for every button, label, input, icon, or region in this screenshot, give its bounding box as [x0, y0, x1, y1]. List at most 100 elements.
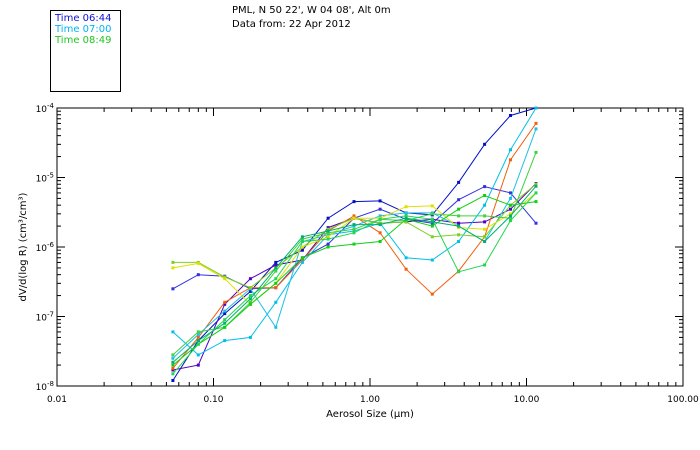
- series-10-point-9: [404, 214, 408, 218]
- series-9-point-2: [223, 325, 227, 329]
- series-5-point-1: [196, 333, 200, 336]
- series-11-point-13: [509, 214, 512, 218]
- x-tick-label: 0.01: [47, 395, 67, 405]
- series-0-point-8: [378, 199, 382, 203]
- series-4-point-0: [171, 330, 175, 334]
- series-11-point-4: [274, 266, 278, 270]
- series-6-point-10: [430, 235, 434, 239]
- series-6-point-6: [326, 227, 330, 231]
- data-date: Data from: 22 Apr 2012: [232, 19, 351, 30]
- series-4-point-11: [457, 240, 461, 243]
- series-7-point-10: [430, 204, 434, 208]
- series-11-point-10: [430, 220, 434, 224]
- series-line-2: [172, 183, 537, 371]
- series-8-point-1: [196, 330, 200, 334]
- plot-frame: [56, 107, 684, 387]
- series-2-point-3: [248, 277, 252, 281]
- series-4-point-12: [483, 203, 487, 207]
- series-10-point-4: [274, 277, 278, 281]
- series-8-point-14: [534, 150, 538, 154]
- series-8-point-5: [300, 237, 304, 241]
- series-0-point-2: [223, 312, 227, 316]
- series-11-point-9: [404, 216, 408, 220]
- series-6-point-11: [457, 233, 461, 237]
- series-2-point-2: [223, 302, 227, 306]
- series-8-point-6: [326, 231, 330, 235]
- series-line-3: [172, 123, 537, 369]
- series-1-point-13: [509, 191, 512, 195]
- series-2-point-0: [171, 368, 175, 372]
- series-9-point-6: [326, 245, 330, 249]
- series-0-point-0: [171, 379, 175, 382]
- series-3-point-4: [274, 286, 278, 290]
- series-3-point-10: [430, 292, 434, 296]
- series-5-point-2: [223, 309, 227, 313]
- series-7-point-6: [326, 235, 330, 239]
- series-4-point-13: [509, 148, 512, 152]
- series-0-point-4: [274, 260, 278, 264]
- series-4-point-14: [534, 106, 538, 110]
- series-1-point-11: [457, 198, 461, 202]
- station-info: PML, N 50 22', W 04 08', Alt 0m: [232, 5, 391, 16]
- series-6-point-3: [248, 286, 252, 290]
- series-9-point-12: [483, 194, 487, 197]
- series-10-point-6: [326, 237, 330, 241]
- series-4-point-5: [300, 260, 304, 264]
- x-tick-label: 100.00: [667, 395, 699, 405]
- series-2-point-13: [509, 207, 512, 211]
- series-11-point-5: [300, 235, 304, 239]
- series-2-point-12: [483, 220, 487, 224]
- series-9-point-8: [378, 240, 382, 243]
- series-9-point-3: [248, 302, 252, 306]
- series-8-point-13: [509, 216, 512, 220]
- series-9-point-7: [352, 242, 356, 246]
- series-5-point-0: [171, 356, 175, 360]
- series-5-point-9: [404, 211, 408, 215]
- series-3-point-5: [300, 258, 304, 262]
- series-1-point-6: [326, 242, 330, 246]
- series-2-point-4: [274, 263, 278, 267]
- series-11-point-14: [534, 184, 538, 188]
- legend-entry-0644: Time 06:44: [55, 13, 112, 24]
- series-11-point-11: [457, 224, 461, 228]
- y-tick-label: 10-6: [36, 241, 55, 254]
- y-tick-label: 10-7: [36, 311, 54, 324]
- series-9-point-4: [274, 281, 278, 285]
- series-5-point-8: [378, 214, 382, 218]
- x-tick-label: 0.10: [203, 395, 223, 405]
- series-8-point-10: [430, 212, 434, 216]
- series-10-point-10: [430, 217, 434, 221]
- series-10-point-11: [457, 270, 461, 274]
- series-0-point-7: [352, 200, 356, 204]
- series-3-point-1: [196, 335, 200, 339]
- series-10-point-3: [248, 294, 252, 298]
- series-4-point-9: [404, 256, 408, 260]
- series-0-point-3: [248, 289, 252, 293]
- series-1-point-12: [483, 185, 487, 189]
- series-9-point-14: [534, 200, 538, 204]
- series-3-point-9: [404, 267, 408, 271]
- series-11-point-0: [171, 360, 175, 364]
- series-5-point-6: [326, 233, 330, 237]
- series-1-point-14: [534, 221, 538, 225]
- series-10-point-14: [534, 191, 538, 195]
- x-axis-label: Aerosol Size (µm): [326, 409, 414, 420]
- series-9-point-11: [457, 207, 461, 211]
- series-4-point-3: [248, 335, 252, 339]
- series-layer: [171, 106, 538, 382]
- series-5-point-4: [274, 325, 278, 329]
- series-1-point-8: [378, 207, 382, 211]
- y-tick-label: 10-5: [36, 172, 54, 185]
- series-8-point-12: [483, 214, 487, 218]
- series-3-point-0: [171, 366, 175, 370]
- series-11-point-12: [483, 240, 487, 243]
- series-10-point-7: [352, 231, 356, 235]
- legend-entry-0700: Time 07:00: [55, 24, 112, 35]
- legend-entry-0849: Time 08:49: [55, 35, 112, 46]
- series-7-point-7: [352, 216, 356, 220]
- series-line-10: [172, 192, 537, 375]
- series-line-6: [172, 183, 537, 289]
- series-3-point-7: [352, 214, 356, 218]
- series-8-point-3: [248, 300, 252, 304]
- series-5-point-13: [509, 196, 512, 200]
